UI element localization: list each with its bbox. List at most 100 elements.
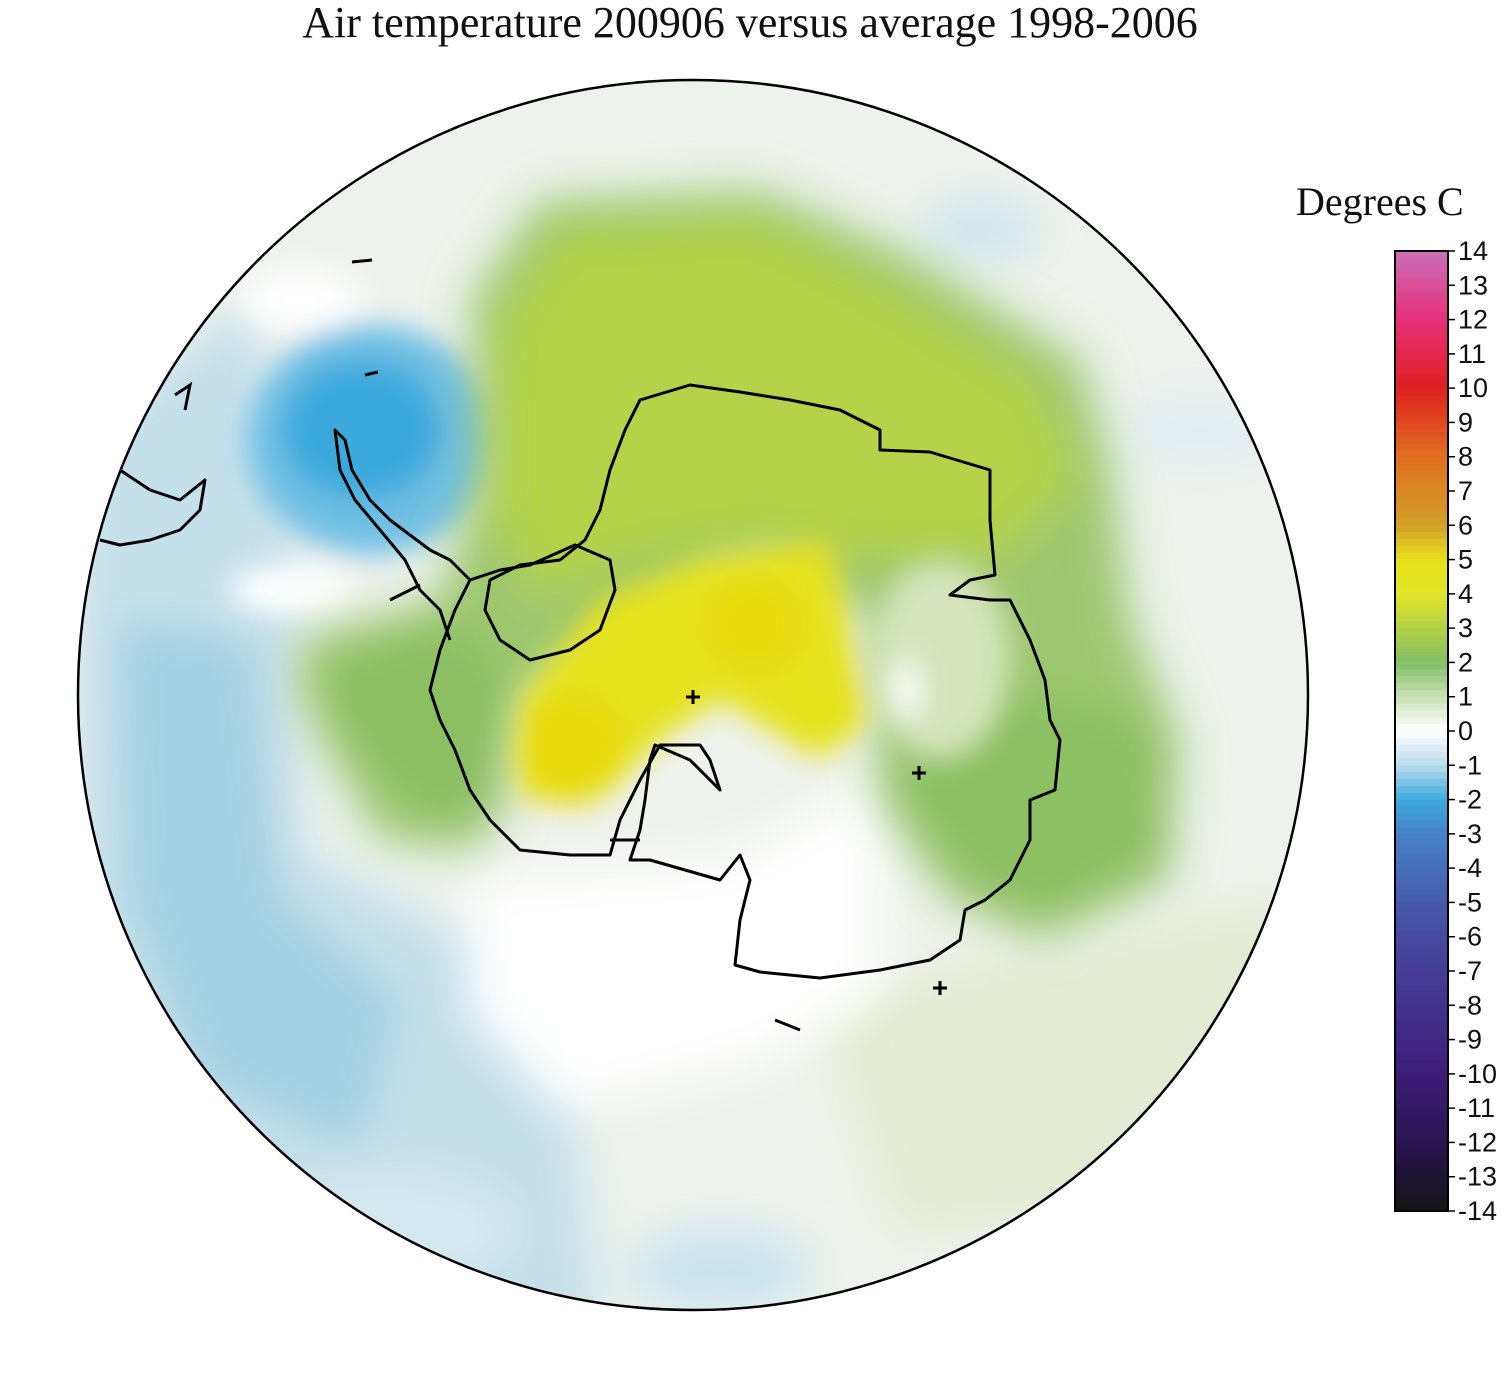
color-scale-segment [1395, 587, 1448, 595]
color-scale-segment [1395, 1094, 1448, 1102]
color-scale-segment [1395, 971, 1448, 979]
color-scale-segment [1395, 772, 1448, 780]
scale-tick-label: 11 [1458, 339, 1486, 369]
color-scale-segment [1395, 724, 1448, 732]
scale-tick-label: -7 [1458, 956, 1482, 986]
color-scale-segment [1395, 422, 1448, 430]
color-scale-segment [1395, 888, 1448, 897]
color-scale-segment [1395, 1176, 1448, 1185]
color-scale-segment [1395, 518, 1448, 526]
station-marker [933, 981, 947, 995]
scale-tick-label: 0 [1458, 716, 1473, 746]
color-scale-segment [1395, 1169, 1448, 1178]
color-scale-segment [1395, 1204, 1448, 1212]
color-scale-segment [1395, 299, 1448, 307]
color-scale-segment [1395, 1115, 1448, 1123]
scale-tick-label: -2 [1458, 785, 1482, 815]
color-scale-segment [1395, 717, 1448, 725]
color-scale-segment [1395, 545, 1448, 554]
scale-tick-label: -1 [1458, 750, 1482, 780]
scale-tick-label: -3 [1458, 819, 1482, 849]
scale-tick-label: -9 [1458, 1025, 1482, 1055]
antarctica-coastline [428, 383, 1062, 980]
color-scale-segment [1395, 353, 1448, 362]
color-scale-segment [1395, 1012, 1448, 1020]
islands [174, 258, 801, 1032]
color-scale-segment [1395, 737, 1448, 746]
color-scale-segment [1395, 477, 1448, 485]
scale-tick-label: 1 [1458, 682, 1473, 712]
color-scale-segment [1395, 1039, 1448, 1048]
color-scale-segment [1395, 388, 1448, 396]
color-scale-segment [1395, 593, 1448, 602]
color-scale-segment [1395, 669, 1448, 677]
color-scale-segment [1395, 998, 1448, 1006]
scale-tick-label: -8 [1458, 990, 1482, 1020]
color-scale-segment [1395, 861, 1448, 869]
color-scale-segment [1395, 731, 1448, 739]
color-scale-segment [1395, 635, 1448, 643]
color-scale-segment [1395, 1087, 1448, 1096]
color-scale-segment [1395, 429, 1448, 437]
color-scale-segment [1395, 984, 1448, 993]
color-scale-segment [1395, 470, 1448, 478]
color-scale-segment [1395, 305, 1448, 314]
color-scale-segment [1395, 758, 1448, 766]
color-scale-segment [1395, 312, 1448, 321]
color-scale-segment [1395, 916, 1448, 924]
color-scale-segment [1395, 292, 1448, 300]
color-scale-segment [1395, 264, 1448, 273]
color-scale-segment [1395, 607, 1448, 616]
color-scale-segment [1395, 964, 1448, 972]
scale-tick-label: 6 [1458, 510, 1473, 540]
color-scale-segment [1395, 1025, 1448, 1034]
color-scale-segment [1395, 395, 1448, 403]
scale-tick-label: 3 [1458, 613, 1473, 643]
color-scale-segment [1395, 957, 1448, 965]
color-scale-segment [1395, 600, 1448, 609]
color-scale-segment [1395, 779, 1448, 787]
color-scale-segment [1395, 511, 1448, 520]
color-scale-segment [1395, 1156, 1448, 1164]
color-scale-segment [1395, 655, 1448, 664]
color-scale-segment [1395, 415, 1448, 424]
color-scale-segment [1395, 744, 1448, 753]
color-scale-segment [1395, 929, 1448, 938]
color-scale-segment [1395, 1163, 1448, 1171]
color-scale-segment [1395, 854, 1448, 862]
south-america-tip [99, 468, 207, 547]
color-scale-segment [1395, 251, 1448, 259]
color-scale-segment [1395, 1080, 1448, 1089]
color-scale-segment [1395, 1108, 1448, 1116]
color-scale-segment [1395, 621, 1448, 629]
color-scale-segment [1395, 847, 1448, 856]
color-scale-segment [1395, 463, 1448, 472]
color-scale-segment [1395, 868, 1448, 876]
color-scale-segment [1395, 257, 1448, 266]
color-scale-segment [1395, 840, 1448, 849]
color-scale-segment [1395, 641, 1448, 650]
color-scale-segment [1395, 614, 1448, 622]
color-scale-segment [1395, 902, 1448, 910]
scale-tick-label: -10 [1458, 1059, 1497, 1089]
color-scale-segment [1395, 909, 1448, 917]
color-scale-ticks: 14131211109876543210-1-2-3-4-5-6-7-8-9-1… [1448, 236, 1497, 1226]
scale-tick-label: 9 [1458, 407, 1473, 437]
color-scale-segment [1395, 662, 1448, 670]
color-scale-segment [1395, 436, 1448, 444]
color-scale-segment [1395, 751, 1448, 760]
color-scale-segment [1395, 875, 1448, 883]
legend-title: Degrees C [1296, 179, 1464, 224]
color-scale-segment [1395, 484, 1448, 492]
color-scale-segment [1395, 1183, 1448, 1192]
color-scale-segment [1395, 676, 1448, 684]
color-scale-segment [1395, 820, 1448, 828]
color-scale-segment [1395, 580, 1448, 588]
color-scale-segment [1395, 552, 1448, 561]
scale-tick-label: 8 [1458, 442, 1473, 472]
color-scale-segment [1395, 991, 1448, 1000]
color-scale-segment [1395, 895, 1448, 904]
color-scale-segment [1395, 977, 1448, 986]
